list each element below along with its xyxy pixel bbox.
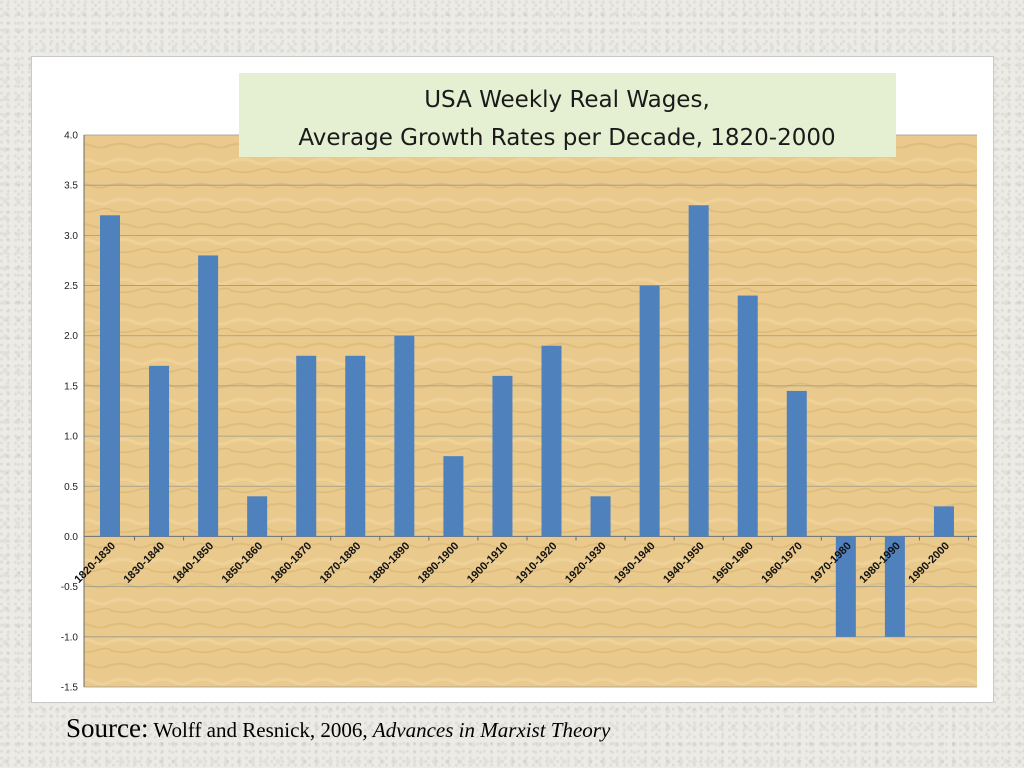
chart-title: USA Weekly Real Wages, Average Growth Ra… [239,73,896,157]
y-tick-label: 4.0 [64,131,78,142]
bar-1900-1910 [492,375,513,537]
bars [100,205,954,637]
chart-title-line-1: USA Weekly Real Wages, [424,87,710,113]
source-citation: Source: Wolff and Resnick, 2006, Advance… [66,713,610,744]
source-label: Source: [66,713,149,743]
bar-1860-1870 [296,355,317,537]
slide-frame: 4.0 3.5 3.0 2.5 2.0 1.5 1.0 0.5 0.0 -0.5 -1.0 -1.5 1… [31,56,994,703]
bar-1880-1890 [394,335,415,537]
bar-1910-1920 [541,345,562,537]
y-tick-label: 1.0 [64,432,78,443]
bar-1970-1980 [835,536,856,637]
plot-area [84,135,977,687]
bar-1980-1990 [884,536,905,637]
chart-title-line-2: Average Growth Rates per Decade, 1820-20… [298,125,835,151]
y-tick-label: 2.0 [64,331,78,342]
axes [83,135,969,687]
bar-1940-1950 [688,205,709,537]
bar-1890-1900 [443,456,464,537]
y-tick-label: 0.5 [64,482,78,493]
bar-1920-1930 [590,496,611,537]
bar-1830-1840 [149,365,170,537]
bar-1870-1880 [345,355,366,537]
bar-1840-1850 [198,255,219,537]
bar-1850-1860 [247,496,268,537]
source-book-title: Advances in Marxist Theory [372,718,611,742]
title-background [239,73,896,157]
y-tick-label: 0.0 [64,532,78,543]
y-tick-label: -1.0 [61,632,79,643]
y-tick-label: 2.5 [64,281,78,292]
bar-1930-1940 [639,285,660,537]
bar-1950-1960 [737,295,758,537]
y-tick-label: 3.5 [64,181,78,192]
source-text: Wolff and Resnick, 2006, [148,718,373,742]
y-tick-label: 1.5 [64,381,78,392]
bar-1960-1970 [786,390,807,537]
bar-1820-1830 [100,215,120,537]
y-tick-label: 3.0 [64,231,78,242]
y-tick-label: -0.5 [61,582,79,593]
bar-chart: 4.03.53.02.52.01.51.00.50.0-0.5-1.0-1.51… [61,73,977,694]
y-tick-label: -1.5 [61,683,79,694]
bar-1990-2000 [933,506,954,537]
